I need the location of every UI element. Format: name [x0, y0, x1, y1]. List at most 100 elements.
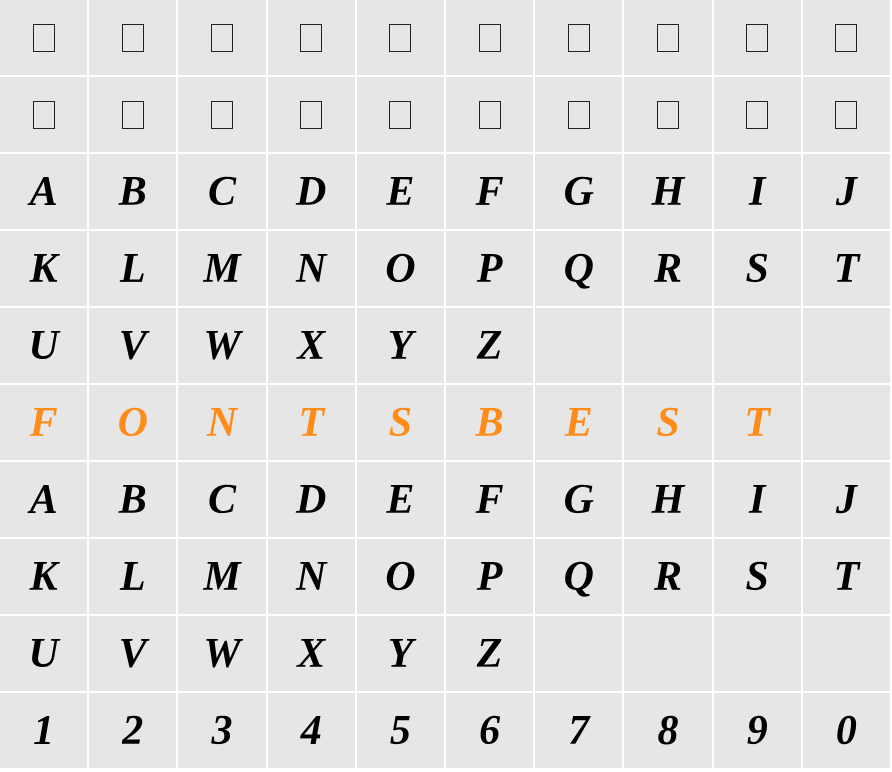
glyph-label: G [564, 476, 594, 524]
glyph-label: N [296, 245, 326, 293]
glyph-cell: S [714, 231, 803, 308]
glyph-label: N [207, 399, 237, 447]
glyph-cell: M [178, 539, 267, 616]
glyph-cell: L [89, 539, 178, 616]
notdef-box-icon [300, 24, 322, 52]
glyph-cell: C [178, 462, 267, 539]
glyph-label: T [744, 399, 770, 447]
glyph-label: H [652, 476, 685, 524]
glyph-cell: J [803, 154, 892, 231]
glyph-label: 6 [479, 707, 500, 755]
glyph-label: B [476, 399, 504, 447]
glyph-cell: T [268, 385, 357, 462]
notdef-box-icon [122, 24, 144, 52]
glyph-cell [268, 0, 357, 77]
glyph-cell: B [89, 462, 178, 539]
notdef-box-icon [300, 101, 322, 129]
glyph-cell: Y [357, 616, 446, 693]
glyph-cell: 1 [0, 693, 89, 770]
glyph-cell: W [178, 616, 267, 693]
glyph-cell: Q [535, 539, 624, 616]
glyph-cell: O [89, 385, 178, 462]
glyph-label: P [477, 553, 503, 601]
glyph-cell: C [178, 154, 267, 231]
glyph-label: 3 [211, 707, 232, 755]
glyph-label: D [296, 168, 326, 216]
glyph-cell [803, 616, 892, 693]
notdef-box-icon [746, 101, 768, 129]
notdef-box-icon [746, 24, 768, 52]
glyph-cell [535, 616, 624, 693]
glyph-cell: N [178, 385, 267, 462]
glyph-cell: D [268, 154, 357, 231]
glyph-label: K [30, 553, 58, 601]
glyph-cell [714, 77, 803, 154]
glyph-label: Q [564, 553, 594, 601]
glyph-cell: R [624, 231, 713, 308]
glyph-label: A [30, 168, 58, 216]
glyph-cell [446, 0, 535, 77]
glyph-cell: P [446, 539, 535, 616]
glyph-label: O [118, 399, 148, 447]
glyph-label: I [749, 476, 765, 524]
glyph-label: V [119, 322, 147, 370]
glyph-label: U [28, 322, 58, 370]
glyph-label: S [389, 399, 412, 447]
glyph-cell [535, 308, 624, 385]
glyph-cell: B [446, 385, 535, 462]
glyph-cell [357, 0, 446, 77]
glyph-cell: 7 [535, 693, 624, 770]
notdef-box-icon [33, 24, 55, 52]
glyph-label: M [203, 553, 240, 601]
glyph-cell: 3 [178, 693, 267, 770]
glyph-cell: E [535, 385, 624, 462]
glyph-label: 9 [747, 707, 768, 755]
glyph-cell: K [0, 539, 89, 616]
glyph-cell: N [268, 539, 357, 616]
glyph-cell: N [268, 231, 357, 308]
glyph-label: Z [477, 322, 503, 370]
glyph-cell: K [0, 231, 89, 308]
notdef-box-icon [211, 24, 233, 52]
glyph-cell [357, 77, 446, 154]
notdef-box-icon [568, 24, 590, 52]
glyph-cell: S [714, 539, 803, 616]
glyph-cell [535, 77, 624, 154]
glyph-label: X [297, 630, 325, 678]
glyph-label: L [120, 245, 146, 293]
glyph-label: T [834, 245, 860, 293]
glyph-cell: O [357, 539, 446, 616]
glyph-label: L [120, 553, 146, 601]
glyph-cell: I [714, 154, 803, 231]
glyph-cell: U [0, 308, 89, 385]
glyph-cell: Z [446, 616, 535, 693]
glyph-cell: S [357, 385, 446, 462]
glyph-label: 4 [301, 707, 322, 755]
notdef-box-icon [657, 24, 679, 52]
glyph-label: Y [388, 322, 414, 370]
glyph-cell [446, 77, 535, 154]
glyph-cell [714, 0, 803, 77]
glyph-cell: A [0, 154, 89, 231]
glyph-cell [714, 616, 803, 693]
glyph-label: S [746, 553, 769, 601]
glyph-label: S [746, 245, 769, 293]
glyph-cell: H [624, 462, 713, 539]
glyph-label: B [119, 476, 147, 524]
glyph-label: N [296, 553, 326, 601]
glyph-cell: 5 [357, 693, 446, 770]
glyph-cell: X [268, 308, 357, 385]
glyph-label: 8 [657, 707, 678, 755]
glyph-label: T [298, 399, 324, 447]
glyph-label: T [834, 553, 860, 601]
glyph-label: G [564, 168, 594, 216]
glyph-cell [803, 385, 892, 462]
glyph-label: J [836, 476, 857, 524]
glyph-label: Z [477, 630, 503, 678]
glyph-cell: V [89, 308, 178, 385]
notdef-box-icon [479, 24, 501, 52]
glyph-cell: T [714, 385, 803, 462]
glyph-cell [89, 77, 178, 154]
glyph-cell: 9 [714, 693, 803, 770]
glyph-label: 7 [568, 707, 589, 755]
